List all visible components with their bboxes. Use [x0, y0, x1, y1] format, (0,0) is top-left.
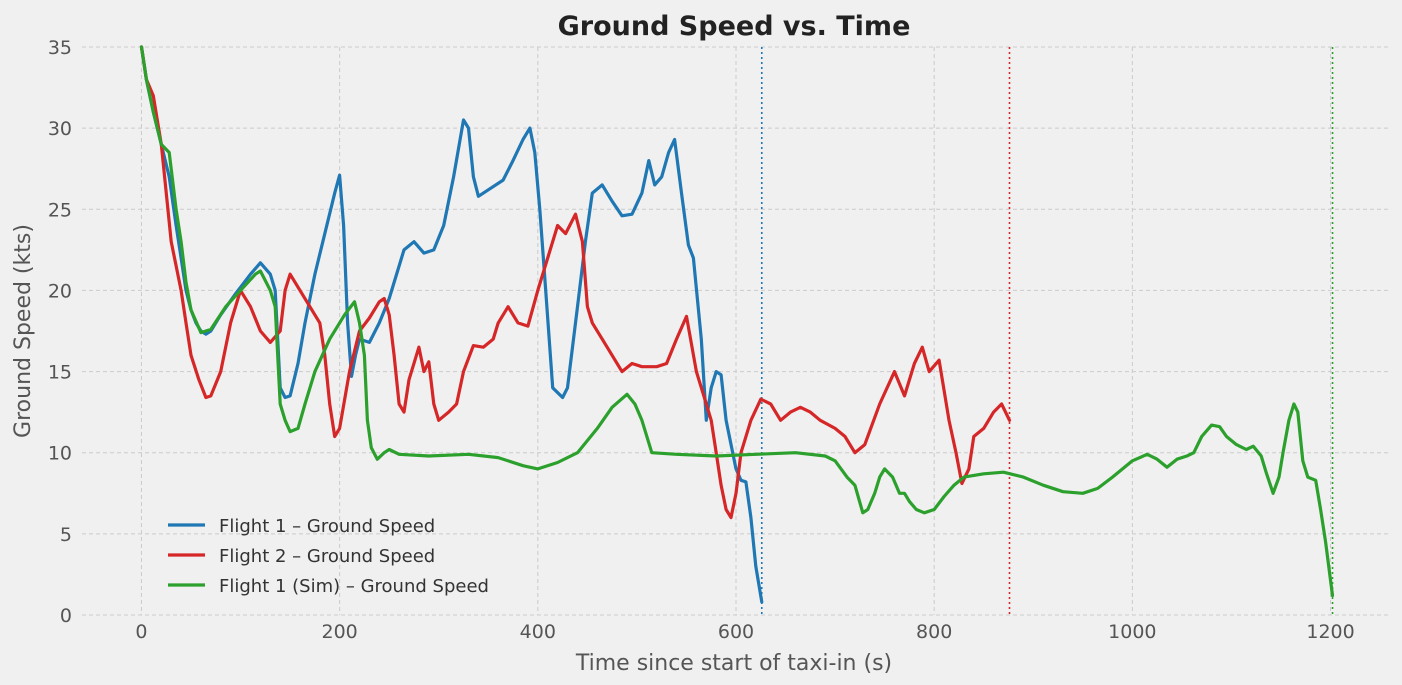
y-tick-label: 0	[60, 605, 72, 627]
x-tick-label: 800	[916, 621, 952, 643]
x-tick-label: 600	[718, 621, 754, 643]
y-tick-label: 5	[60, 524, 72, 546]
y-tick-label: 35	[48, 37, 72, 59]
y-tick-label: 15	[48, 362, 72, 384]
x-tick-label: 400	[520, 621, 556, 643]
chart-title: Ground Speed vs. Time	[558, 11, 911, 42]
series-line-2	[139, 45, 1012, 520]
y-tick-label: 25	[48, 199, 72, 221]
series-line-3	[139, 45, 1335, 598]
y-axis-ticks: 0 5 10 15 20 25 30 35	[48, 37, 72, 627]
x-tick-label: 1000	[1108, 621, 1156, 643]
x-tick-label: 200	[322, 621, 358, 643]
y-axis-label: Ground Speed (kts)	[11, 224, 36, 438]
y-tick-label: 30	[48, 118, 72, 140]
x-tick-label: 0	[135, 621, 147, 643]
legend-label-flight1: Flight 1 – Ground Speed	[219, 516, 435, 537]
legend-label-flight1-sim: Flight 1 (Sim) – Ground Speed	[219, 576, 489, 597]
legend-label-flight2: Flight 2 – Ground Speed	[219, 546, 435, 567]
y-tick-label: 20	[48, 280, 72, 302]
x-axis-ticks: 0 200 400 600 800 1000 1200	[135, 621, 1354, 643]
y-tick-label: 10	[48, 443, 72, 465]
series-lines	[139, 45, 1335, 604]
x-axis-label: Time since start of taxi-in (s)	[575, 651, 892, 676]
grid	[82, 46, 1390, 616]
legend: Flight 1 – Ground Speed Flight 2 – Groun…	[168, 516, 489, 597]
x-tick-label: 1200	[1306, 621, 1354, 643]
